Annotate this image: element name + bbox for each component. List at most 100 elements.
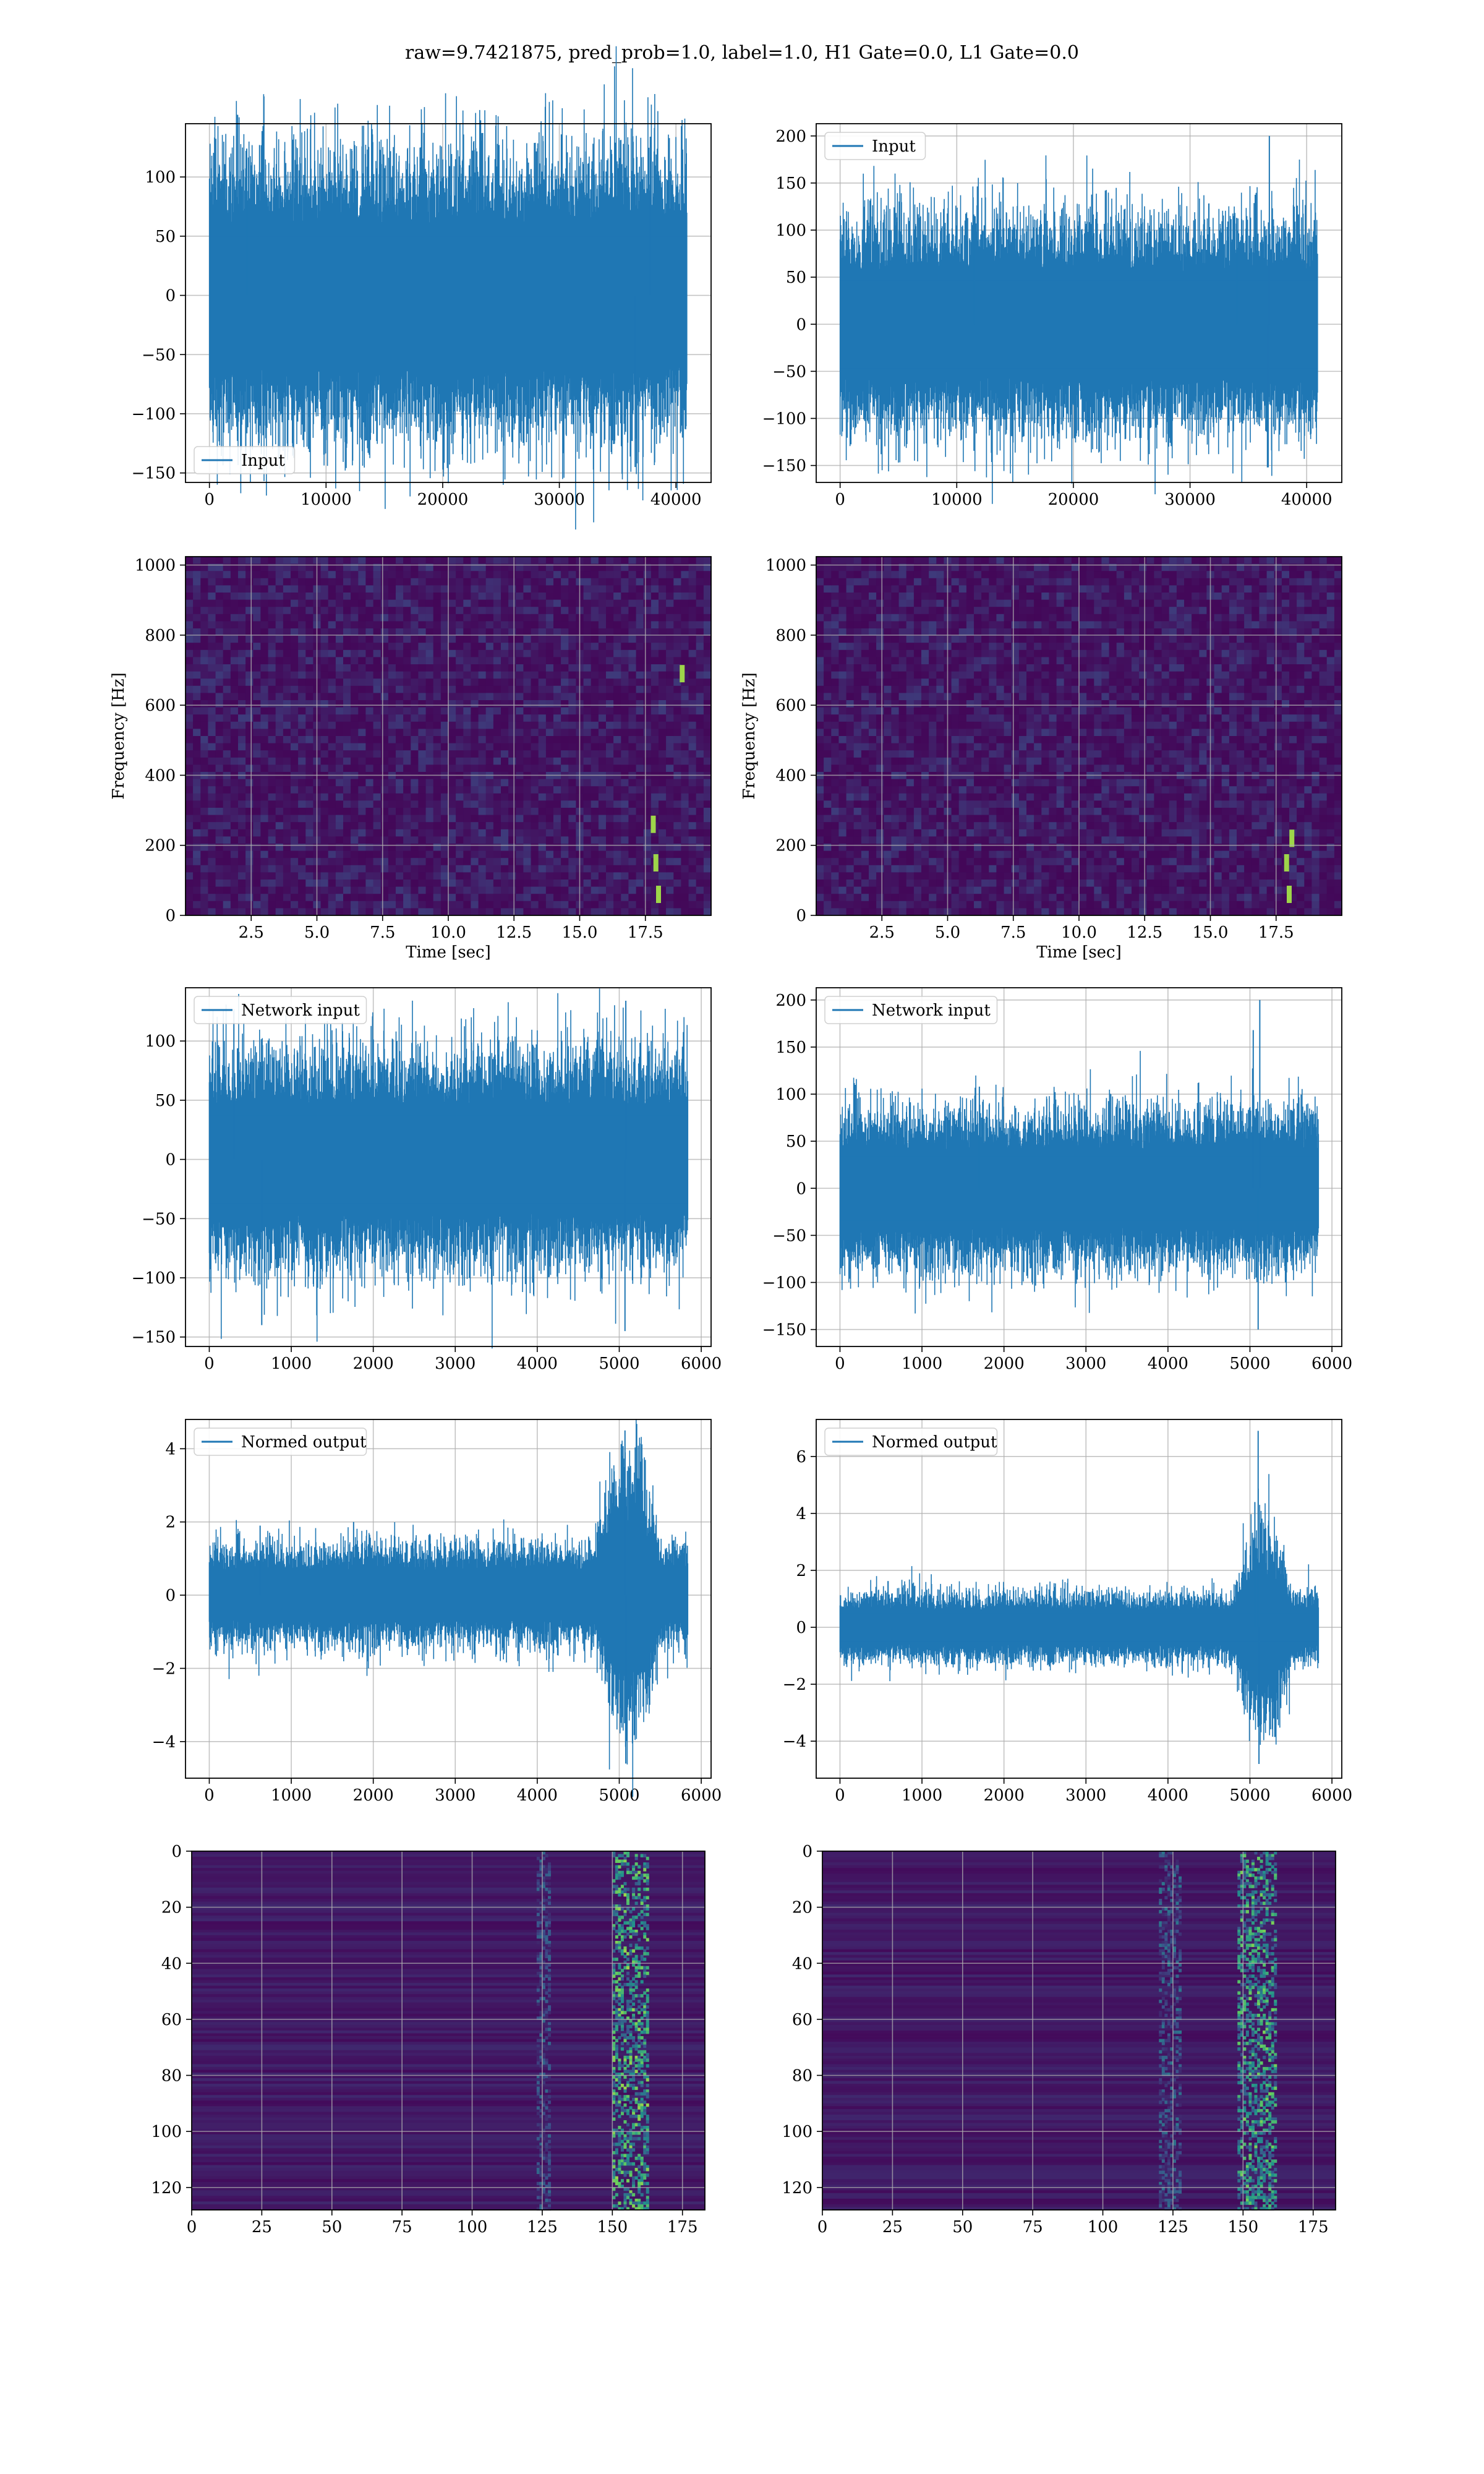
heatmap-cell: [275, 779, 284, 787]
heatmap-cell: [245, 664, 254, 672]
heatmap-cell: [388, 657, 396, 665]
heatmap-cell: [1004, 649, 1012, 657]
heatmap-cell: [861, 743, 869, 751]
heatmap-cell: [1004, 557, 1012, 565]
heatmap-cell: [388, 649, 396, 657]
heatmap-cell: [636, 894, 644, 902]
heatmap-cell: [1011, 894, 1020, 902]
heatmap-cell: [696, 901, 704, 909]
heatmap-cell: [1011, 585, 1020, 593]
heatmap-cell: [275, 643, 284, 651]
heatmap-cell: [343, 671, 351, 679]
heatmap-cell: [621, 678, 629, 687]
heatmap-cell: [440, 886, 449, 894]
heatmap-cell: [981, 872, 989, 880]
heatmap-cell: [838, 858, 847, 866]
heatmap-cell: [703, 571, 712, 579]
heatmap-cell: [418, 750, 427, 758]
heatmap-cell: [433, 743, 441, 751]
heatmap-cell: [418, 829, 427, 837]
heatmap-cell: [583, 685, 592, 693]
heatmap-cell: [425, 743, 434, 751]
heatmap-cell: [906, 779, 915, 787]
heatmap-cell: [328, 714, 336, 722]
heatmap-cell: [1004, 901, 1012, 909]
heatmap-cell: [958, 894, 967, 902]
heatmap-cell: [876, 793, 884, 801]
heatmap-cell: [936, 700, 944, 708]
heatmap-cell: [681, 657, 689, 665]
heatmap-cell: [583, 779, 592, 787]
heatmap-cell: [365, 693, 374, 701]
heatmap-cell: [200, 649, 208, 657]
heatmap-cell: [238, 786, 246, 794]
heatmap-cell: [193, 886, 201, 894]
heatmap-cell: [260, 858, 269, 866]
heatmap-cell: [186, 880, 194, 888]
heatmap-cell: [876, 729, 884, 737]
heatmap-cell: [913, 800, 922, 808]
heatmap-cell: [621, 736, 629, 744]
heatmap-cell: [396, 628, 404, 636]
heatmap-cell: [929, 829, 937, 837]
heatmap-cell: [636, 621, 644, 629]
heatmap-cell: [471, 685, 479, 693]
heatmap-cell: [673, 599, 681, 607]
heatmap-cell: [215, 786, 224, 794]
heatmap-cell: [688, 693, 697, 701]
heatmap-cell: [981, 599, 989, 607]
heatmap-cell: [561, 678, 569, 687]
heatmap-cell: [824, 793, 832, 801]
heatmap-cell: [613, 872, 621, 880]
heatmap-cell: [831, 779, 839, 787]
heatmap-cell: [816, 628, 824, 636]
heatmap-cell: [456, 693, 464, 701]
heatmap-cell: [365, 599, 374, 607]
heatmap-cell: [358, 779, 366, 787]
heatmap-cell: [636, 685, 644, 693]
heatmap-cell: [305, 685, 313, 693]
heatmap-cell: [373, 800, 382, 808]
heatmap-cell: [463, 614, 471, 622]
heatmap-cell: [471, 844, 479, 852]
heatmap-cell: [328, 557, 336, 565]
heatmap-cell: [516, 815, 524, 823]
heatmap-cell: [583, 585, 592, 593]
heatmap-cell: [501, 700, 509, 708]
heatmap-cell: [200, 557, 208, 565]
heatmap-cell: [351, 593, 359, 601]
heatmap-cell: [388, 571, 396, 579]
heatmap-cell: [1011, 707, 1020, 715]
heatmap-cell: [448, 563, 456, 571]
heatmap-cell: [245, 880, 254, 888]
heatmap-cell: [838, 800, 847, 808]
heatmap-cell: [696, 815, 704, 823]
heatmap-cell: [433, 571, 441, 579]
heatmap-cell: [373, 836, 382, 844]
heatmap-cell: [215, 671, 224, 679]
heatmap-cell: [891, 815, 900, 823]
heatmap-cell: [974, 793, 982, 801]
heatmap-cell: [215, 800, 224, 808]
heatmap-cell: [343, 880, 351, 888]
heatmap-cell: [636, 793, 644, 801]
heatmap-cell: [403, 894, 411, 902]
heatmap-cell: [673, 628, 681, 636]
heatmap-cell: [929, 578, 937, 586]
heatmap-cell: [853, 643, 862, 651]
heatmap-cell: [485, 779, 494, 787]
heatmap-cell: [913, 908, 922, 916]
heatmap-cell: [531, 649, 539, 657]
heatmap-cell: [628, 872, 637, 880]
heatmap-cell: [471, 657, 479, 665]
heatmap-cell: [659, 599, 667, 607]
heatmap-cell: [628, 829, 637, 837]
heatmap-cell: [636, 865, 644, 873]
heatmap-cell: [253, 858, 261, 866]
heatmap-cell: [268, 872, 276, 880]
heatmap-cell: [884, 850, 892, 858]
heatmap-cell: [200, 886, 208, 894]
heatmap-cell: [696, 865, 704, 873]
heatmap-cell: [1011, 571, 1020, 579]
heatmap-cell: [448, 844, 456, 852]
